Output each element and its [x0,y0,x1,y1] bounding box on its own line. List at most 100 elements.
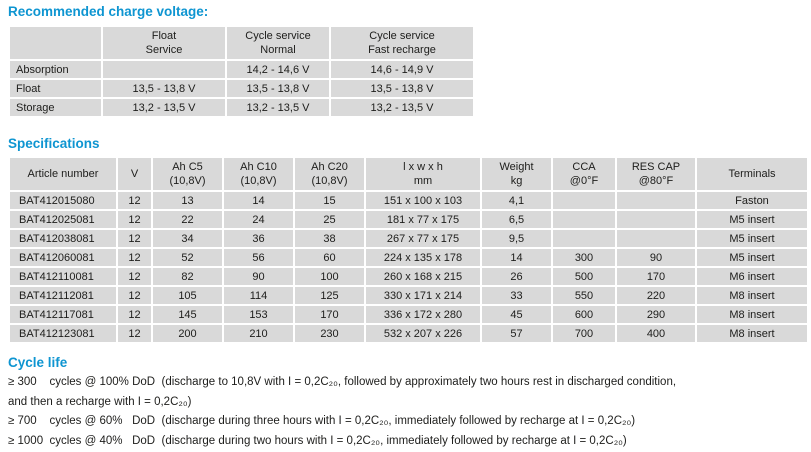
charge-value-cell: 13,5 - 13,8 V [227,80,329,97]
specs-value-cell: M5 insert [697,249,807,266]
specs-column-header: Terminals [697,158,807,190]
specs-value-cell: 500 [553,268,615,285]
specs-value-cell: 600 [553,306,615,323]
specs-column-header: V [118,158,151,190]
specs-value-cell: 12 [118,249,151,266]
specs-value-cell: 14 [224,192,293,209]
specs-value-cell: 114 [224,287,293,304]
specs-value-cell [617,192,695,209]
charge-value-cell: 13,5 - 13,8 V [331,80,473,97]
specs-value-cell: 6,5 [482,211,551,228]
specs-value-cell: 90 [224,268,293,285]
charge-column-header: Cycle service Normal [227,27,329,59]
article-number-cell: BAT412025081 [10,211,116,228]
specs-table-row: BAT412117081 12 145 153 170 336 x 172 x 280 45… [10,306,807,323]
specs-table-row: BAT412025081 12 22 24 25 181 x 77 x 175 6,5 M5 … [10,211,807,228]
specs-value-cell: 153 [224,306,293,323]
specs-value-cell: 336 x 172 x 280 [366,306,480,323]
specs-column-header: CCA @0°F [553,158,615,190]
specs-value-cell: 13 [153,192,222,209]
specs-value-cell: 220 [617,287,695,304]
specs-table-header-row: Article number V Ah C5 (10,8V) Ah C10 (10,8… [10,158,807,190]
specs-value-cell: 12 [118,287,151,304]
specs-value-cell: 260 x 168 x 215 [366,268,480,285]
cycle-life-heading: Cycle life [8,355,68,370]
specs-value-cell: M5 insert [697,230,807,247]
specs-value-cell [617,211,695,228]
charge-value-cell: 13,2 - 13,5 V [227,99,329,116]
specs-column-header: Ah C5 (10,8V) [153,158,222,190]
specs-value-cell: Faston [697,192,807,209]
charge-table-header-row: Float Service Cycle service Normal Cycle s… [10,27,473,59]
specs-value-cell: 60 [295,249,364,266]
specs-value-cell: 52 [153,249,222,266]
specs-value-cell: 24 [224,211,293,228]
article-number-cell: BAT412038081 [10,230,116,247]
charge-row-label: Storage [10,99,101,116]
specs-value-cell: 151 x 100 x 103 [366,192,480,209]
specs-column-header: Article number [10,158,116,190]
cycle-life-line: ≥ 1000 cycles @ 40% DoD (discharge durin… [8,434,627,447]
specs-value-cell: 12 [118,268,151,285]
specs-value-cell: 125 [295,287,364,304]
specs-column-header: Ah C10 (10,8V) [224,158,293,190]
specs-column-header: Weight kg [482,158,551,190]
specs-value-cell: M8 insert [697,306,807,323]
specs-value-cell: 15 [295,192,364,209]
specs-value-cell: M8 insert [697,287,807,304]
specs-table-row: BAT412112081 12 105 114 125 330 x 171 x 214 33… [10,287,807,304]
specs-value-cell: 4,1 [482,192,551,209]
article-number-cell: BAT412112081 [10,287,116,304]
specs-value-cell: 181 x 77 x 175 [366,211,480,228]
specs-value-cell: M5 insert [697,211,807,228]
article-number-cell: BAT412110081 [10,268,116,285]
specs-value-cell: 267 x 77 x 175 [366,230,480,247]
specs-value-cell: M8 insert [697,325,807,342]
specs-value-cell: 14 [482,249,551,266]
specs-value-cell: 12 [118,192,151,209]
specs-value-cell: 57 [482,325,551,342]
specs-value-cell: 45 [482,306,551,323]
article-number-cell: BAT412060081 [10,249,116,266]
specs-value-cell: 38 [295,230,364,247]
specs-value-cell: 532 x 207 x 226 [366,325,480,342]
specs-value-cell: 26 [482,268,551,285]
charge-voltage-table: Float Service Cycle service Normal Cycle s… [8,25,475,118]
specs-value-cell: 170 [617,268,695,285]
cycle-life-line: ≥ 700 cycles @ 60% DoD (discharge during… [8,415,636,427]
specs-value-cell: 224 x 135 x 178 [366,249,480,266]
specs-value-cell [553,230,615,247]
specs-value-cell: 9,5 [482,230,551,247]
specifications-heading: Specifications [8,136,100,151]
specs-value-cell: 145 [153,306,222,323]
charge-value-cell: 14,2 - 14,6 V [227,61,329,78]
specs-value-cell: 100 [295,268,364,285]
specs-value-cell: 170 [295,306,364,323]
charge-row-label: Float [10,80,101,97]
specs-value-cell: 12 [118,325,151,342]
specs-table-row: BAT412038081 12 34 36 38 267 x 77 x 175 9,5 M5 … [10,230,807,247]
specs-column-header: l x w x h mm [366,158,480,190]
specs-value-cell: 330 x 171 x 214 [366,287,480,304]
charge-row-label: Absorption [10,61,101,78]
cycle-life-text-block: ≥ 300 cycles @ 100% DoD (discharge to 10… [8,373,803,451]
specs-column-header: Ah C20 (10,8V) [295,158,364,190]
charge-column-header: Float Service [103,27,225,59]
specs-value-cell: 200 [153,325,222,342]
specs-value-cell: 210 [224,325,293,342]
specs-value-cell: 22 [153,211,222,228]
charge-value-cell: 13,5 - 13,8 V [103,80,225,97]
charge-table-row: Storage 13,2 - 13,5 V 13,2 - 13,5 V 13,2 - … [10,99,473,116]
specs-table-row: BAT412123081 12 200 210 230 532 x 207 x 226 57… [10,325,807,342]
charge-corner-cell [10,27,101,59]
specifications-table: Article number V Ah C5 (10,8V) Ah C10 (10,8… [8,156,809,344]
specs-value-cell: 25 [295,211,364,228]
cycle-life-line: ≥ 300 cycles @ 100% DoD (discharge to 10… [8,376,677,388]
specs-value-cell: 12 [118,230,151,247]
specs-value-cell [553,211,615,228]
specs-column-header: RES CAP @80°F [617,158,695,190]
charge-value-cell [103,61,225,78]
specs-value-cell: 56 [224,249,293,266]
cycle-life-line: and then a recharge with I = 0,2C₂₀) [8,395,192,408]
